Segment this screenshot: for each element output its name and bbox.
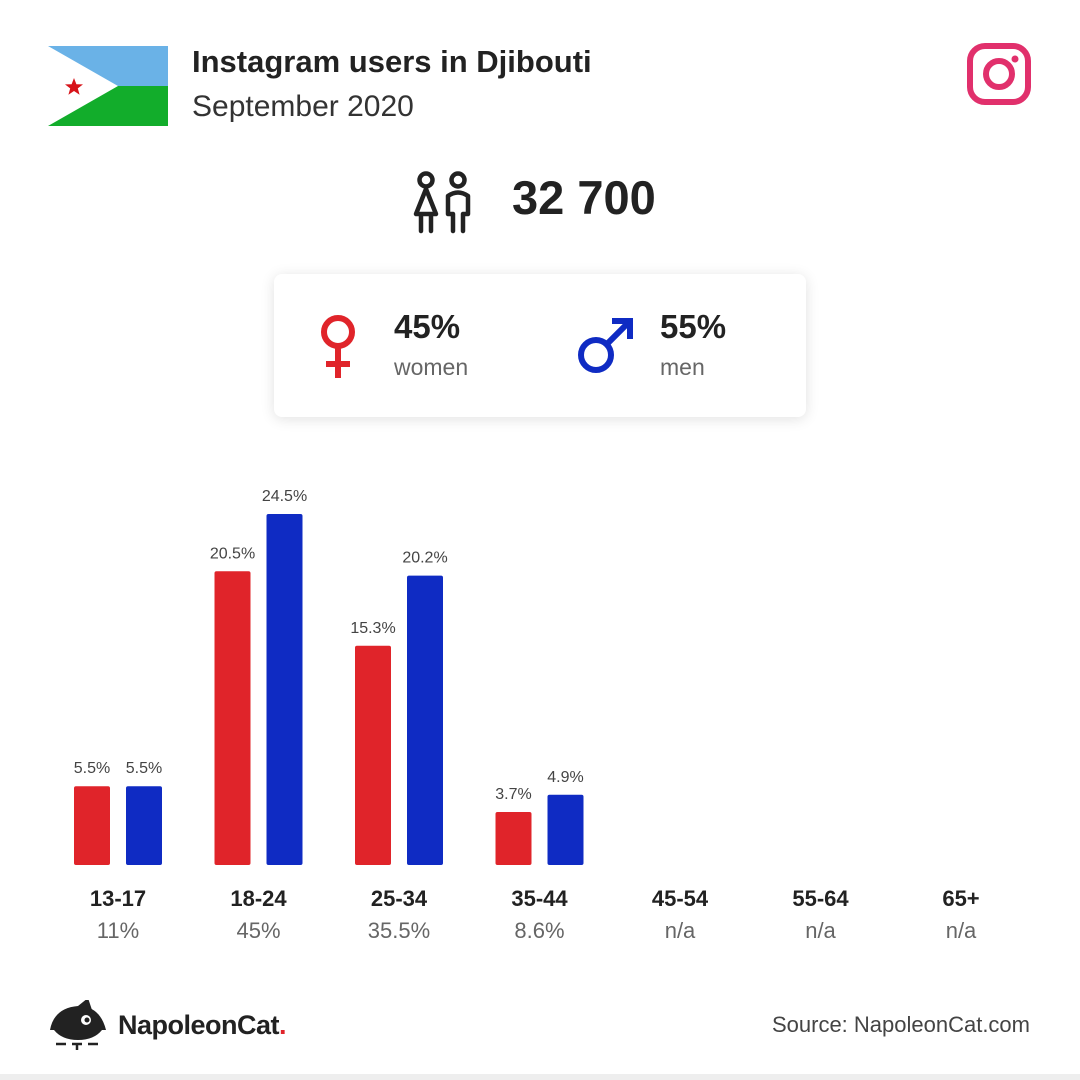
gender-split-card: 45% women 55% men (274, 274, 806, 417)
category-total-35-44: 8.6% (514, 918, 564, 943)
data-label-women-13-17: 5.5% (74, 760, 110, 777)
category-label-55-64: 55-64 (792, 886, 849, 911)
bar-women-25-34 (355, 645, 391, 865)
female-symbol-icon (318, 314, 358, 380)
men-percentage: 55% (660, 308, 727, 345)
data-label-men-25-34: 20.2% (402, 550, 447, 567)
category-label-25-34: 25-34 (371, 886, 428, 911)
bar-men-13-17 (126, 786, 162, 865)
data-label-women-25-34: 15.3% (350, 620, 395, 637)
users-icon (406, 170, 478, 236)
male-symbol-icon (576, 316, 636, 376)
category-label-65+: 65+ (942, 886, 979, 911)
category-total-18-24: 45% (236, 918, 280, 943)
bar-men-25-34 (407, 575, 443, 865)
category-total-65+: n/a (946, 918, 977, 943)
women-label: women (394, 354, 469, 380)
data-label-men-18-24: 24.5% (262, 488, 307, 505)
women-percentage: 45% (394, 308, 461, 345)
category-label-18-24: 18-24 (230, 886, 287, 911)
category-label-35-44: 35-44 (511, 886, 568, 911)
bar-women-35-44 (495, 811, 532, 865)
bar-men-35-44 (547, 794, 584, 865)
category-total-45-54: n/a (665, 918, 696, 943)
data-label-men-13-17: 5.5% (126, 760, 162, 777)
brand-dot: . (279, 1010, 287, 1040)
bar-men-18-24 (266, 514, 303, 865)
category-total-55-64: n/a (805, 918, 836, 943)
djibouti-flag-icon (48, 46, 168, 126)
bar-women-13-17 (74, 786, 110, 865)
source-credit: Source: NapoleonCat.com (771, 1012, 1030, 1037)
total-users-value: 32 700 (512, 171, 656, 224)
data-label-women-18-24: 20.5% (210, 545, 255, 562)
bottom-divider (0, 1074, 1080, 1080)
category-label-13-17: 13-17 (90, 886, 146, 911)
instagram-icon (966, 42, 1032, 106)
brand-text: NapoleonCat (118, 1010, 280, 1040)
data-label-men-35-44: 4.9% (547, 769, 583, 786)
category-label-45-54: 45-54 (652, 886, 709, 911)
napoleoncat-logo-icon (48, 998, 108, 1052)
category-total-13-17: 11% (97, 918, 139, 943)
bar-women-18-24 (214, 571, 251, 865)
brand-name: NapoleonCat. (118, 1010, 287, 1041)
men-label: men (660, 354, 705, 380)
data-label-women-35-44: 3.7% (495, 786, 531, 803)
category-total-25-34: 35.5% (368, 918, 430, 943)
page-subtitle: September 2020 (192, 90, 414, 123)
page-title: Instagram users in Djibouti (192, 44, 592, 79)
